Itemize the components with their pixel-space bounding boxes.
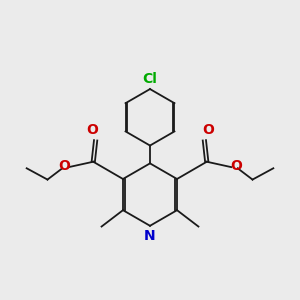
Text: O: O <box>230 159 242 173</box>
Text: O: O <box>86 123 98 137</box>
Text: O: O <box>202 123 214 137</box>
Text: Cl: Cl <box>142 71 158 85</box>
Text: N: N <box>144 230 156 243</box>
Text: O: O <box>58 159 70 173</box>
